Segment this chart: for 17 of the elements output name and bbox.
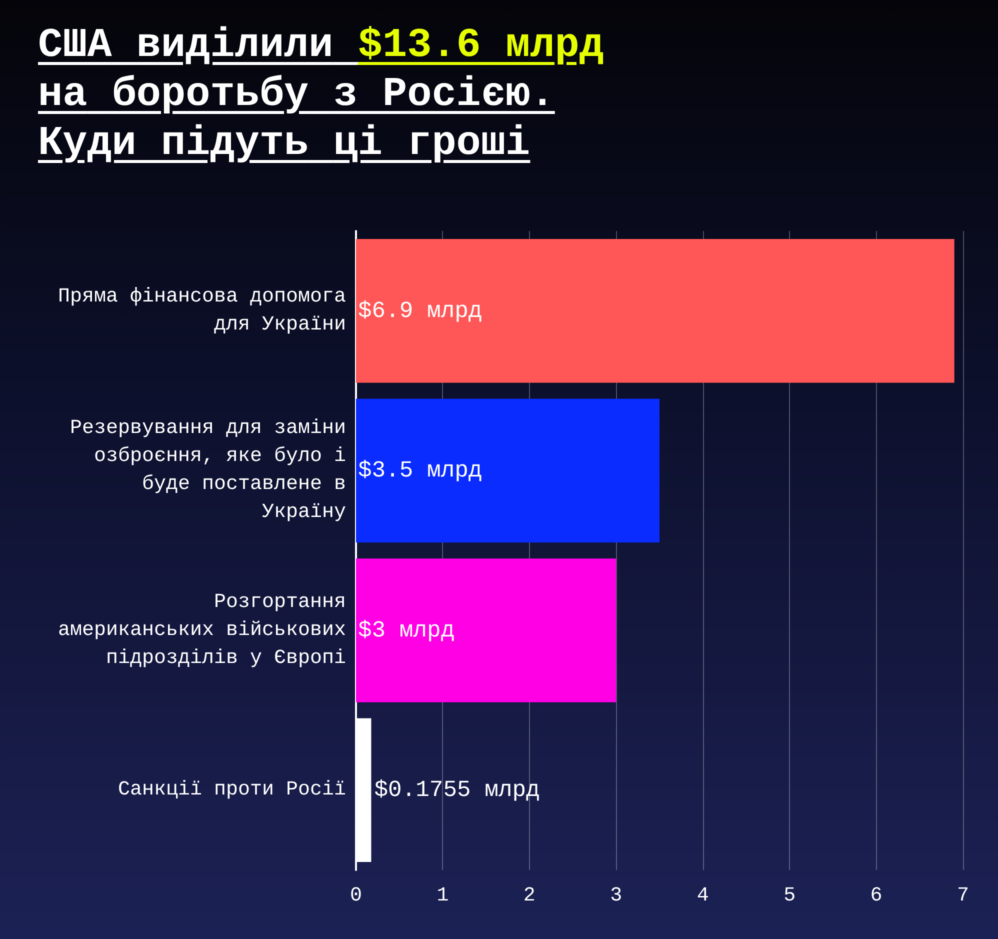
y-tick-label: Розгортання американських військових підрозділів у Європі — [58, 590, 346, 670]
data-label: $6.9 млрд — [358, 298, 482, 324]
x-tick-label: 7 — [956, 884, 970, 908]
x-tick-label: 1 — [436, 884, 449, 908]
x-tick-label: 3 — [610, 884, 622, 908]
y-tick-label: Резервування для заміни озброєння, яке було і буде поставлене в Україну — [70, 417, 346, 524]
chart-title: США виділили $13.6 млрд на боротьбу з Росією. Куди підуть ці гроші — [38, 23, 604, 167]
y-tick-label: Пряма фінансова допомога для України — [58, 285, 346, 336]
data-label: $3 млрд — [358, 617, 455, 644]
x-tick-label: 0 — [350, 884, 362, 908]
x-tick-label: 4 — [696, 884, 709, 908]
x-tick-label: 2 — [523, 884, 536, 908]
x-tick-label: 5 — [784, 884, 796, 908]
y-tick-label: Санкції проти Росії — [118, 778, 346, 802]
data-label: $0.1755 млрд — [374, 777, 540, 804]
x-tick-label: 6 — [870, 884, 882, 908]
data-label: $3.5 млрд — [358, 458, 482, 484]
